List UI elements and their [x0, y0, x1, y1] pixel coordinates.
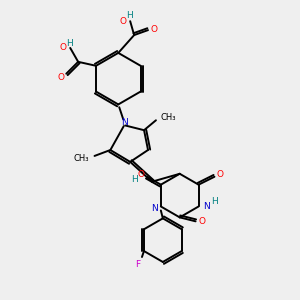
Text: H: H [126, 11, 133, 20]
Text: O: O [198, 217, 205, 226]
Text: CH₃: CH₃ [161, 113, 176, 122]
Text: O: O [151, 25, 158, 34]
Text: N: N [203, 202, 210, 211]
Text: O: O [217, 170, 224, 179]
Text: N: N [121, 118, 128, 127]
Text: CH₃: CH₃ [73, 154, 88, 164]
Text: H: H [211, 197, 218, 206]
Text: H: H [66, 38, 73, 47]
Text: O: O [120, 17, 127, 26]
Text: F: F [135, 260, 141, 269]
Text: N: N [152, 204, 158, 213]
Text: O: O [58, 73, 65, 82]
Text: O: O [137, 170, 145, 179]
Text: H: H [131, 175, 137, 184]
Text: O: O [60, 44, 67, 52]
